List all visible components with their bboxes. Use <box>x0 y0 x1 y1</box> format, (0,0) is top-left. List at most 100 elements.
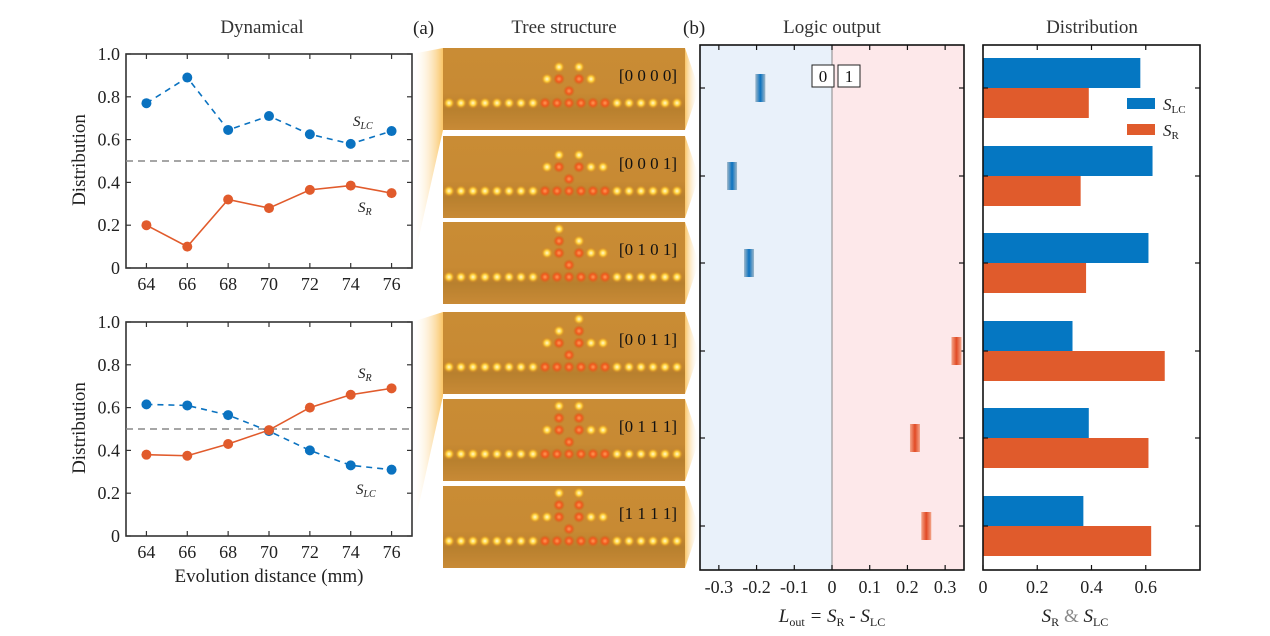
tile-connector <box>685 222 699 304</box>
particle <box>611 271 623 283</box>
particle <box>503 448 515 460</box>
particle <box>503 535 515 547</box>
legend-label-S_R: SR <box>1163 121 1180 142</box>
y-tick-label: 0.6 <box>98 130 121 150</box>
particle <box>539 185 551 197</box>
particle <box>647 448 659 460</box>
particle-right-branch <box>573 499 585 511</box>
particle <box>527 535 539 547</box>
particle-right-leaf <box>597 424 609 436</box>
particle-left-branch <box>553 61 565 73</box>
particle <box>635 448 647 460</box>
region-label-1: 1 <box>845 67 854 86</box>
tree-code-label: [0 0 1 1] <box>619 330 677 349</box>
bottom-y-axis-label: Distribution <box>69 382 90 474</box>
zoom-connector-top <box>412 48 443 268</box>
particle <box>455 185 467 197</box>
x-tick-label: 0.1 <box>858 577 881 597</box>
x-tick-label: -0.2 <box>742 577 771 597</box>
particle <box>671 448 683 460</box>
panel-label-a: (a) <box>413 18 434 39</box>
x-tick-label: 66 <box>178 274 196 294</box>
x-tick-label: 0.6 <box>1135 577 1158 597</box>
particle <box>515 448 527 460</box>
data-point-S_LC <box>223 410 234 421</box>
particle-left-leaf <box>541 424 553 436</box>
particle <box>671 185 683 197</box>
particle-right-branch <box>573 61 585 73</box>
particle <box>503 185 515 197</box>
particle <box>587 271 599 283</box>
y-tick-label: 0.8 <box>98 355 121 375</box>
particle-right-branch <box>573 73 585 85</box>
series-label-S_LC: SLC <box>356 482 376 500</box>
particle-right-branch <box>573 161 585 173</box>
particle <box>539 448 551 460</box>
particle <box>659 271 671 283</box>
distribution-title: Distribution <box>1046 17 1138 38</box>
particle <box>539 535 551 547</box>
particle <box>659 185 671 197</box>
particle-stem <box>563 173 575 185</box>
particle <box>551 271 563 283</box>
tree-image-tile: [0 1 1 1] <box>443 399 699 481</box>
x-tick-label: 0.2 <box>1026 577 1049 597</box>
particle <box>599 361 611 373</box>
x-tick-label: 76 <box>383 274 401 294</box>
particle-left-branch <box>553 424 565 436</box>
particle <box>671 271 683 283</box>
particle <box>635 97 647 109</box>
x-tick-label: 68 <box>219 274 237 294</box>
particle-right-leaf <box>585 424 597 436</box>
x-tick-label: -0.3 <box>705 577 734 597</box>
particle <box>527 271 539 283</box>
particle <box>647 535 659 547</box>
particle-left-leaf <box>541 337 553 349</box>
particle <box>515 97 527 109</box>
particle <box>671 535 683 547</box>
series-label-main: S <box>358 366 366 382</box>
x-tick-label: 64 <box>137 542 155 562</box>
particle <box>467 185 479 197</box>
particle <box>575 361 587 373</box>
particle <box>563 271 575 283</box>
particle-stem <box>563 349 575 361</box>
series-line-S_R <box>146 184 392 248</box>
tree-code-label: [0 0 0 0] <box>619 66 677 85</box>
particle <box>515 271 527 283</box>
tree-image-tile: [0 0 0 1] <box>443 136 699 218</box>
particle <box>599 271 611 283</box>
y-tick-label: 0 <box>111 258 120 278</box>
particle <box>635 271 647 283</box>
particle <box>623 448 635 460</box>
particle <box>503 271 515 283</box>
data-point-S_R <box>386 188 397 199</box>
region-negative <box>700 45 832 570</box>
data-point-S_LC <box>304 129 315 140</box>
particle-right-branch <box>573 149 585 161</box>
data-point-S_R <box>264 425 274 436</box>
logic-marker-3 <box>951 337 962 365</box>
tree-image-tile: [0 0 1 1] <box>443 312 699 394</box>
particle-left-branch <box>553 161 565 173</box>
particle <box>551 361 563 373</box>
data-point-S_LC <box>386 464 397 475</box>
particle <box>467 448 479 460</box>
data-point-S_R <box>223 194 234 205</box>
particle <box>443 448 455 460</box>
series-label-main: S <box>358 200 366 216</box>
particle <box>563 185 575 197</box>
particle-right-leaf <box>597 337 609 349</box>
particle <box>467 535 479 547</box>
x-tick-label: 72 <box>301 274 319 294</box>
particle <box>443 535 455 547</box>
particle <box>599 448 611 460</box>
particle <box>647 97 659 109</box>
data-point-S_R <box>386 383 397 394</box>
particle <box>455 271 467 283</box>
particle <box>611 97 623 109</box>
tree-code-label: [0 0 0 1] <box>619 154 677 173</box>
y-tick-label: 0.2 <box>98 483 121 503</box>
y-tick-label: 0.6 <box>98 398 121 418</box>
particle <box>647 185 659 197</box>
